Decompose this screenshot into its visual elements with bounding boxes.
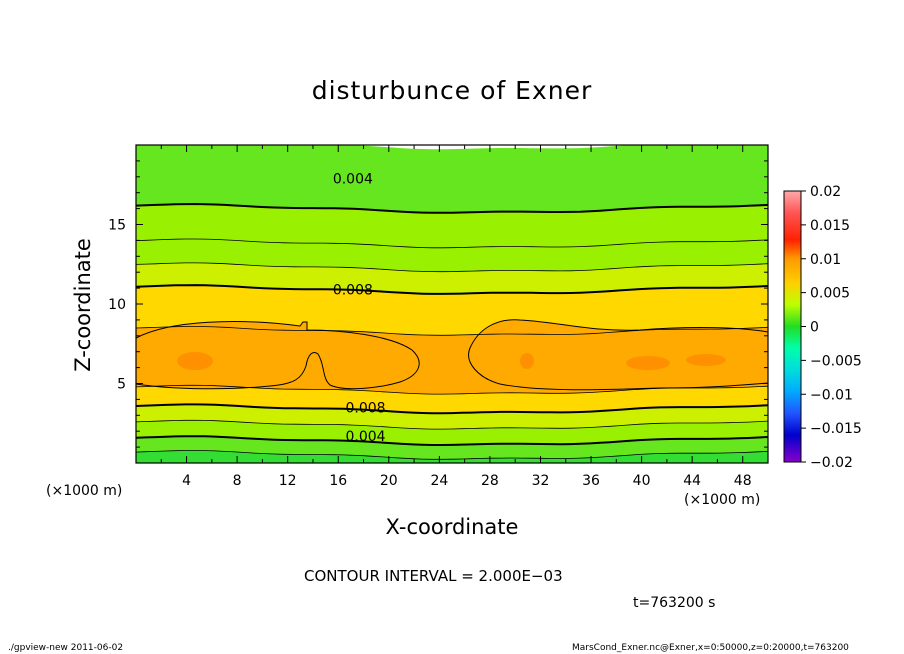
chart-title: disturbunce of Exner bbox=[311, 76, 593, 105]
contour-line bbox=[136, 284, 768, 295]
colorbar-label: −0.005 bbox=[810, 353, 862, 369]
max-blob bbox=[626, 356, 670, 370]
colorbar-label: 0 bbox=[810, 320, 819, 336]
x-tick-label: 32 bbox=[532, 473, 550, 489]
max-blob bbox=[686, 354, 726, 366]
contour-line bbox=[136, 202, 768, 214]
contour-line bbox=[136, 450, 768, 460]
contour-label: 0.004 bbox=[345, 429, 385, 445]
x-tick-label: 36 bbox=[582, 473, 600, 489]
colorbar-label: 0.015 bbox=[810, 218, 850, 234]
y-tick-label: 15 bbox=[108, 218, 126, 234]
colorbar-label: 0.01 bbox=[810, 252, 841, 268]
x-unit-left: (×1000 m) bbox=[46, 483, 123, 499]
time-text: t=763200 s bbox=[633, 595, 716, 611]
x-tick-label: 48 bbox=[734, 473, 752, 489]
x-tick-label: 40 bbox=[633, 473, 651, 489]
x-unit-right: (×1000 m) bbox=[684, 492, 761, 508]
max-blob bbox=[177, 352, 213, 370]
y-tick-label: 10 bbox=[108, 297, 126, 313]
contour-line bbox=[136, 238, 768, 249]
core-region-right bbox=[468, 319, 768, 391]
contour-label: 0.008 bbox=[345, 400, 385, 416]
colorbar bbox=[783, 190, 802, 463]
x-axis-label: X-coordinate bbox=[385, 515, 519, 539]
x-tick-label: 28 bbox=[481, 473, 499, 489]
colorbar-label: −0.02 bbox=[810, 455, 853, 471]
footer-right: MarsCond_Exner.nc@Exner,x=0:50000,z=0:20… bbox=[572, 643, 849, 653]
contour-interval-text: CONTOUR INTERVAL = 2.000E−03 bbox=[304, 567, 563, 585]
colorbar-label: 0.02 bbox=[810, 184, 841, 200]
colorbar-label: 0.005 bbox=[810, 286, 850, 302]
contour-label: 0.004 bbox=[333, 171, 373, 187]
footer-left: ./gpview-new 2011-06-02 bbox=[8, 643, 124, 653]
contour-line bbox=[136, 262, 768, 273]
x-tick-label: 16 bbox=[329, 473, 347, 489]
contour-line bbox=[136, 384, 768, 395]
x-tick-label: 8 bbox=[233, 473, 242, 489]
core-region-left bbox=[136, 321, 420, 390]
y-axis-label: Z-coordinate bbox=[71, 238, 95, 372]
contour-line bbox=[136, 326, 768, 336]
colorbar-label: −0.01 bbox=[810, 387, 853, 403]
x-tick-label: 20 bbox=[380, 473, 398, 489]
plot-area: 0.004 0.008 0.008 0.004 bbox=[136, 145, 768, 463]
x-tick-label: 12 bbox=[279, 473, 297, 489]
x-tick-label: 24 bbox=[430, 473, 448, 489]
colorbar-label: −0.015 bbox=[810, 421, 862, 437]
contour-line bbox=[136, 435, 768, 446]
contour-line bbox=[136, 403, 768, 415]
max-blob bbox=[520, 353, 534, 369]
x-tick-label: 44 bbox=[683, 473, 701, 489]
contour-line bbox=[136, 419, 768, 430]
x-tick-label: 4 bbox=[182, 473, 191, 489]
y-tick-label: 5 bbox=[117, 377, 126, 393]
contour-label: 0.008 bbox=[333, 283, 373, 299]
contour-band bbox=[136, 450, 768, 463]
